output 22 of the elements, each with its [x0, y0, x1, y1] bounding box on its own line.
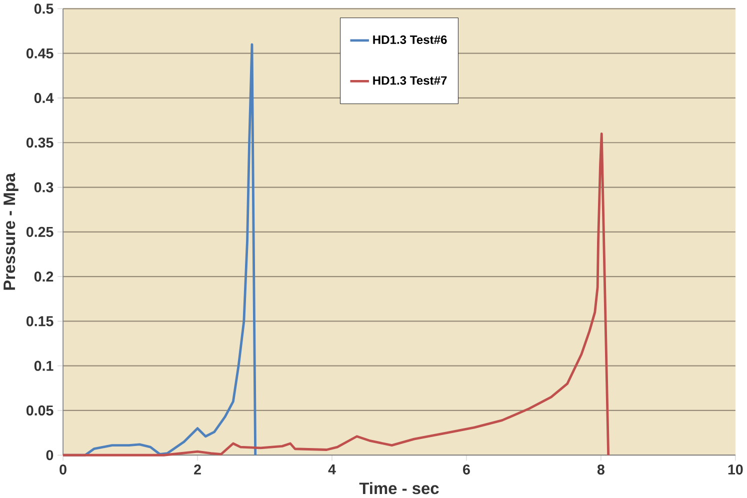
y-tick-label: 0.4: [34, 93, 54, 104]
y-tick-label: 0.45: [26, 48, 54, 58]
y-axis-title: Pressure - Mpa: [4, 172, 18, 290]
y-tick-label: 0.35: [26, 138, 54, 148]
y-tick-label: 0.1: [34, 360, 54, 371]
x-axis-title: Time - sec: [359, 482, 439, 494]
line-series: [62, 132, 610, 456]
x-tick-label: 8: [597, 464, 604, 475]
y-tick-label: 0.3: [34, 182, 54, 192]
y-tick-label: 0.2: [34, 272, 54, 282]
y-tick-label: 0.05: [26, 406, 54, 416]
y-tick-label: 0: [46, 450, 54, 460]
legend-label: HD1.3 Test#6: [373, 35, 447, 44]
x-tick-label: 10: [728, 464, 743, 475]
x-tick-label: 0: [60, 464, 66, 475]
legend-label: HD1.3 Test#7: [373, 76, 447, 85]
x-tick-label: 4: [328, 464, 336, 474]
x-tick-label: 6: [463, 464, 470, 475]
y-tick-label: 0.15: [26, 316, 54, 326]
y-tick-label: 0.5: [34, 4, 54, 14]
x-tick-label: 2: [194, 464, 201, 475]
y-tick-label: 0.25: [26, 226, 54, 238]
